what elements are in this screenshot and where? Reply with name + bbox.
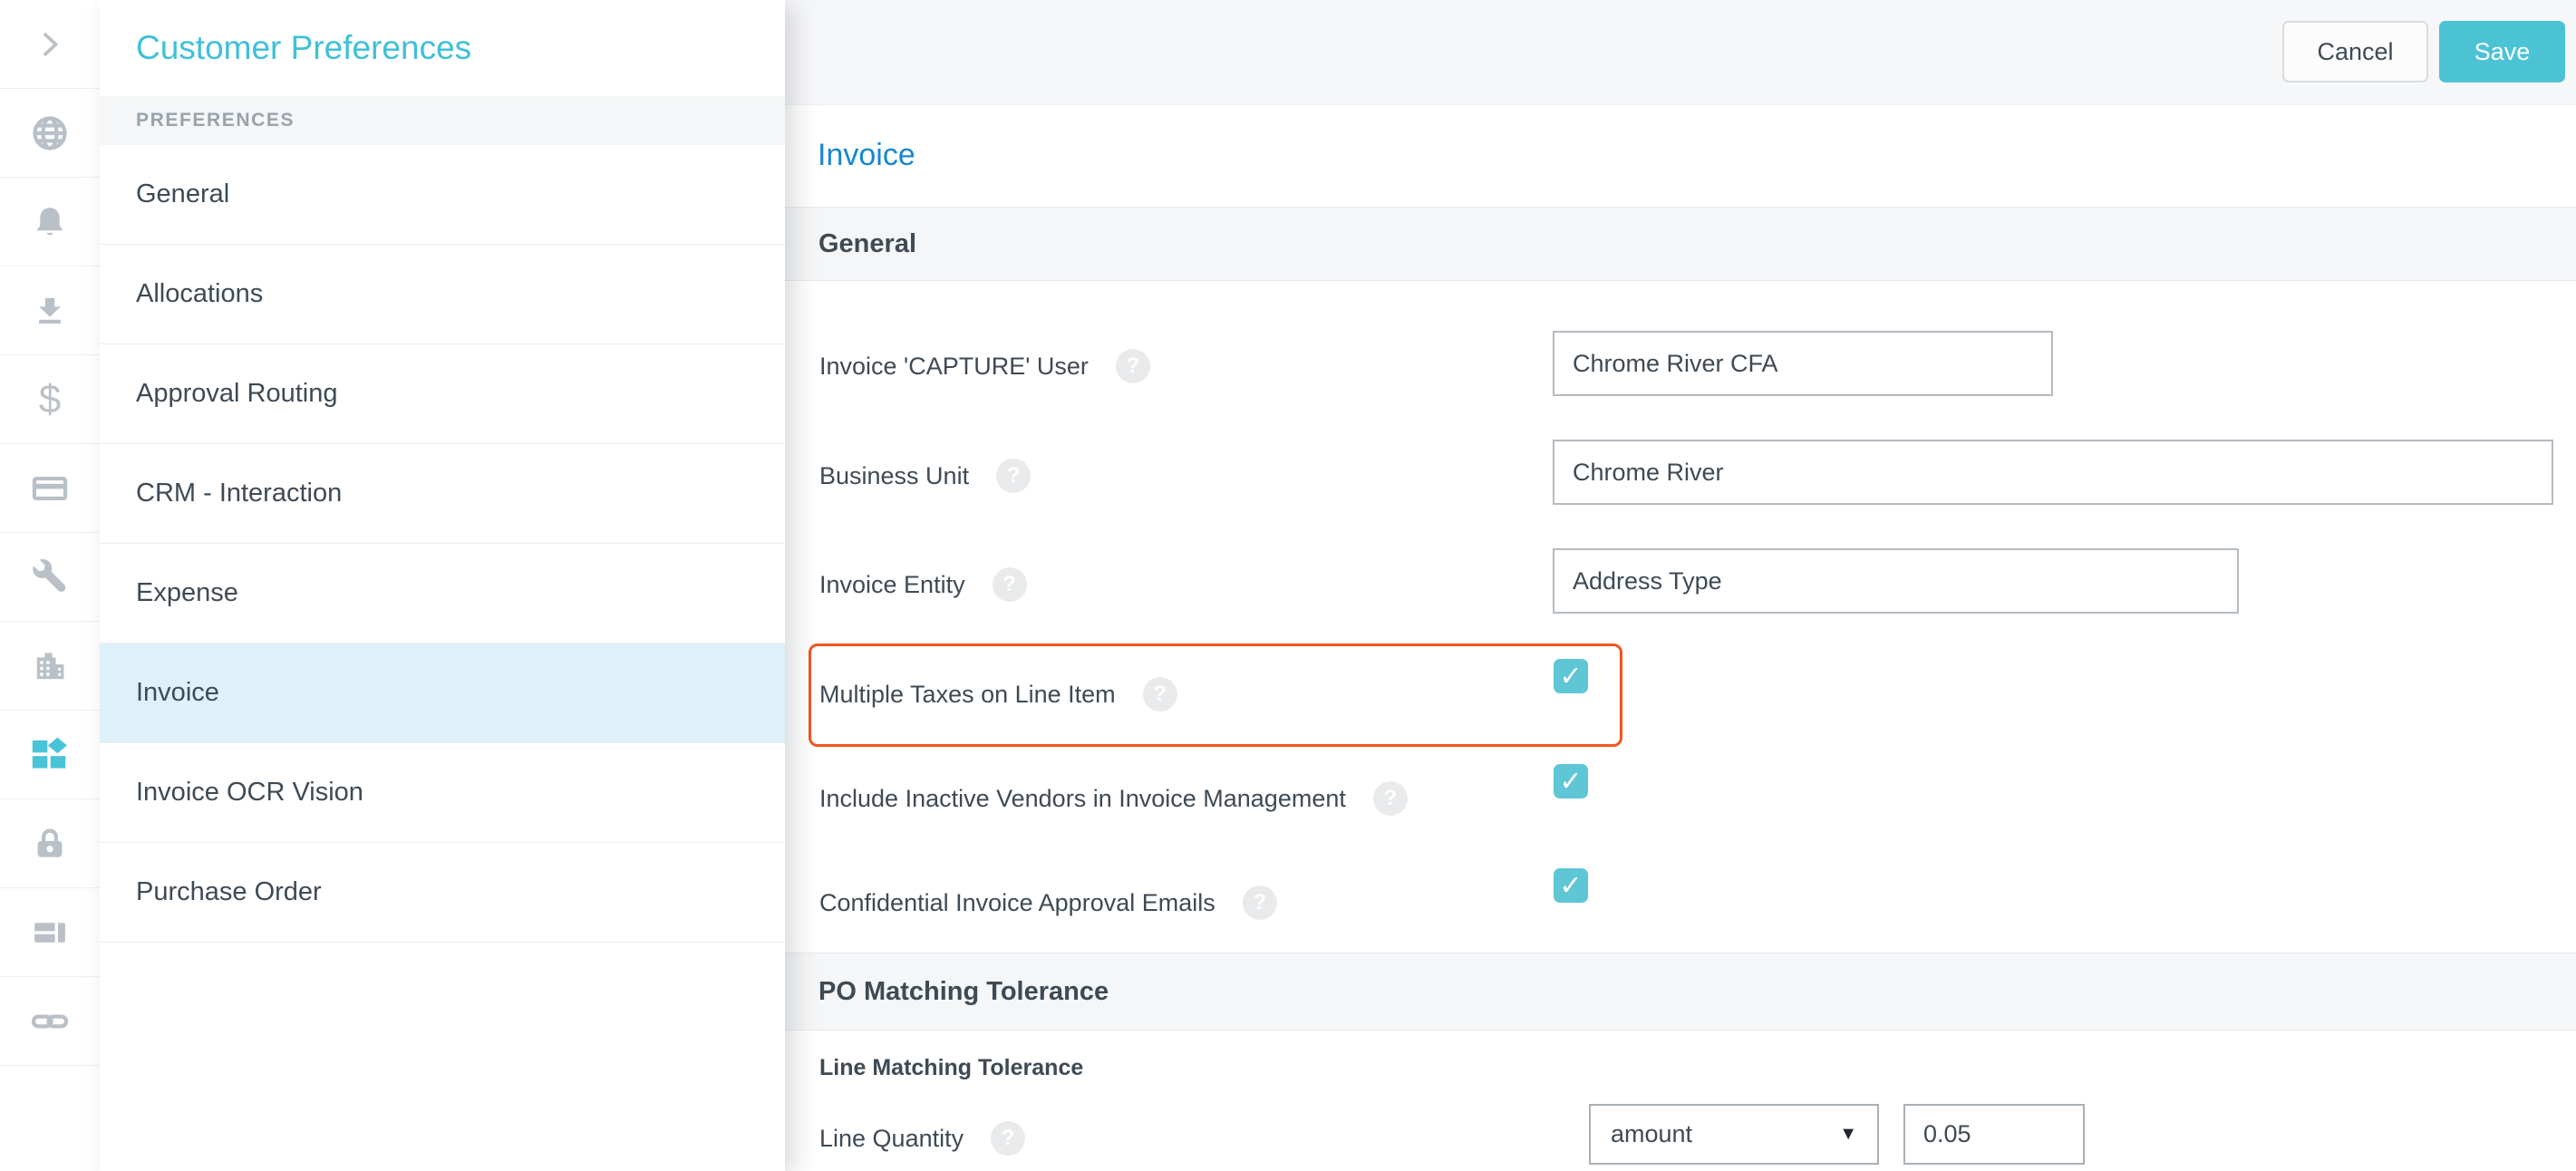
globe-icon (29, 112, 71, 154)
multiple-taxes-checkbox[interactable]: ✓ (1554, 659, 1588, 693)
page-title: Invoice (818, 138, 915, 172)
preferences-panel: Customer Preferences PREFERENCES General… (100, 0, 785, 1171)
dropdown-selected-value: amount (1611, 1120, 1693, 1147)
sidebar-item-general[interactable]: General (100, 145, 785, 245)
rail-item-company[interactable] (0, 622, 100, 711)
sidebar-item-expense[interactable]: Expense (100, 544, 785, 644)
preferences-section-label: PREFERENCES (100, 96, 785, 145)
invoice-entity-label-text: Invoice Entity (819, 570, 965, 598)
line-quantity-value-input[interactable]: 0.05 (1903, 1104, 2085, 1165)
building-icon (29, 645, 71, 687)
rail-item-admin[interactable] (0, 533, 100, 622)
invoice-preferences-main: Cancel Save Invoice General Invoice 'CAP… (785, 0, 2576, 1171)
help-icon[interactable]: ? (1372, 781, 1408, 816)
card-layout-icon (29, 912, 71, 953)
line-matching-tolerance-subheading: Line Matching Tolerance (819, 1050, 1083, 1086)
section-header-po-matching: PO Matching Tolerance (785, 953, 2576, 1031)
chevron-down-icon: ▼ (1839, 1124, 1857, 1144)
rail-item-layout[interactable] (0, 888, 100, 977)
link-icon (29, 1001, 71, 1042)
rail-spacer (0, 1066, 100, 1171)
multiple-taxes-label-text: Multiple Taxes on Line Item (819, 680, 1116, 708)
credit-card-icon (29, 468, 71, 509)
help-icon[interactable]: ? (996, 459, 1031, 493)
business-unit-input[interactable]: Chrome River (1553, 440, 2553, 505)
invoice-entity-input[interactable]: Address Type (1553, 548, 2239, 614)
capture-user-label-text: Invoice 'CAPTURE' User (819, 352, 1089, 380)
business-unit-label: Business Unit ? (819, 458, 1031, 494)
panel-title: Customer Preferences (136, 29, 472, 66)
expand-sidebar-button[interactable] (0, 0, 100, 89)
confidential-emails-label: Confidential Invoice Approval Emails ? (819, 885, 1277, 921)
sidebar-item-invoice[interactable]: Invoice (100, 644, 785, 743)
cancel-button[interactable]: Cancel (2282, 21, 2428, 82)
icon-rail: $ (0, 0, 101, 1171)
help-icon[interactable]: ? (991, 1121, 1026, 1156)
rail-item-globe[interactable] (0, 89, 100, 178)
line-quantity-type-dropdown[interactable]: amount ▼ (1589, 1104, 1879, 1165)
bell-icon (29, 201, 71, 243)
invoice-entity-label: Invoice Entity ? (819, 566, 1027, 603)
multiple-taxes-label: Multiple Taxes on Line Item ? (819, 676, 1177, 712)
help-icon[interactable]: ? (992, 567, 1027, 602)
apps-grid-icon (29, 734, 71, 776)
rail-item-download[interactable] (0, 266, 100, 355)
inactive-vendors-label-text: Include Inactive Vendors in Invoice Mana… (819, 784, 1346, 812)
chevron-right-icon (32, 26, 68, 63)
rail-item-security[interactable] (0, 799, 100, 888)
help-icon[interactable]: ? (1242, 886, 1277, 920)
rail-item-integrations[interactable] (0, 977, 100, 1066)
confidential-emails-checkbox[interactable]: ✓ (1554, 868, 1588, 903)
rail-item-billing[interactable]: $ (0, 355, 100, 444)
sidebar-item-allocations[interactable]: Allocations (100, 245, 785, 344)
inactive-vendors-label: Include Inactive Vendors in Invoice Mana… (819, 780, 1408, 817)
sidebar-item-approval-routing[interactable]: Approval Routing (100, 344, 785, 444)
multiple-taxes-highlight-outline (809, 644, 1622, 747)
save-button[interactable]: Save (2439, 21, 2565, 82)
dollar-icon: $ (38, 376, 62, 421)
inactive-vendors-checkbox[interactable]: ✓ (1554, 764, 1588, 798)
sidebar-item-crm-interaction[interactable]: CRM - Interaction (100, 444, 785, 544)
rail-item-apps[interactable] (0, 711, 100, 799)
sidebar-item-invoice-ocr-vision[interactable]: Invoice OCR Vision (100, 743, 785, 843)
line-quantity-label: Line Quantity ? (819, 1120, 1026, 1156)
rail-item-cards[interactable] (0, 444, 100, 533)
lock-icon (29, 823, 71, 865)
action-header (785, 0, 2576, 105)
section-header-general: General (785, 207, 2576, 281)
line-quantity-label-text: Line Quantity (819, 1124, 964, 1152)
sidebar-item-purchase-order[interactable]: Purchase Order (100, 843, 785, 943)
capture-user-input[interactable]: Chrome River CFA (1553, 331, 2053, 396)
rail-item-notifications[interactable] (0, 178, 100, 266)
capture-user-label: Invoice 'CAPTURE' User ? (819, 348, 1150, 384)
help-icon[interactable]: ? (1115, 349, 1150, 383)
download-icon (29, 290, 71, 332)
confidential-emails-label-text: Confidential Invoice Approval Emails (819, 888, 1215, 916)
wrench-icon (29, 556, 71, 598)
line-matching-tolerance-text: Line Matching Tolerance (819, 1054, 1084, 1080)
help-icon[interactable]: ? (1142, 677, 1177, 711)
business-unit-label-text: Business Unit (819, 461, 970, 489)
